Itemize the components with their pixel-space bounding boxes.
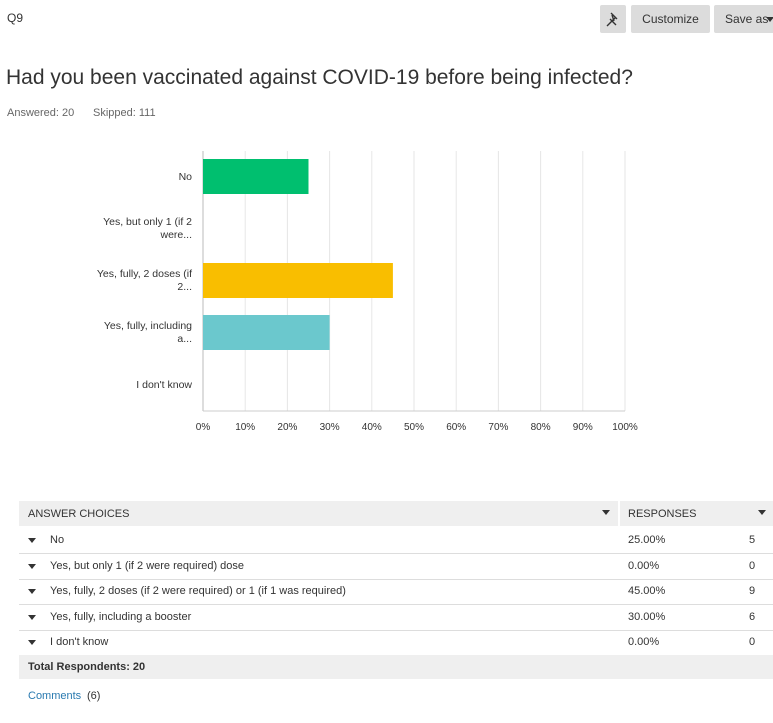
- response-percent: 0.00%: [628, 636, 660, 649]
- pin-icon: [606, 12, 618, 27]
- table-row: Yes, but only 1 (if 2 were required) dos…: [19, 553, 773, 580]
- bar: [203, 159, 309, 194]
- x-tick-label: 50%: [404, 422, 424, 433]
- y-tick-label: Yes, but only 1 (if 2 were...: [103, 216, 192, 241]
- total-row: [19, 655, 773, 679]
- table-row: I don't know 0.00% 0: [19, 629, 773, 657]
- answer-choice: Yes, but only 1 (if 2 were required) dos…: [50, 559, 245, 572]
- x-tick-label: 70%: [488, 422, 508, 433]
- x-tick-label: 100%: [612, 422, 638, 433]
- table-row: Yes, fully, 2 doses (if 2 were required)…: [19, 578, 773, 606]
- bar: [203, 263, 393, 298]
- question-id: Q9: [7, 11, 24, 25]
- sort-caret[interactable]: [602, 510, 610, 515]
- comments-count: (6): [87, 690, 101, 702]
- y-tick-label: Yes, fully, 2 doses (if 2...: [96, 268, 192, 293]
- table-row: Yes, fully, including a booster 30.00% 6: [19, 604, 773, 631]
- row-caret[interactable]: [28, 614, 36, 620]
- y-tick-label: No: [178, 170, 192, 183]
- skipped: Skipped: 111: [93, 107, 156, 119]
- response-count: 0: [749, 559, 756, 572]
- x-tick-label: 60%: [446, 422, 466, 433]
- table-header-choices: [19, 501, 618, 526]
- answer-choice: No: [50, 534, 65, 546]
- comments-link[interactable]: Comments: [28, 690, 82, 702]
- x-tick-label: 0%: [196, 422, 211, 433]
- response-count: 5: [749, 534, 756, 546]
- row-caret[interactable]: [28, 563, 36, 569]
- customize-button[interactable]: Customize: [631, 5, 710, 33]
- response-percent: 30.00%: [628, 610, 666, 623]
- x-tick-label: 10%: [235, 422, 255, 433]
- x-tick-label: 80%: [531, 422, 551, 433]
- x-tick-label: 90%: [573, 422, 593, 433]
- bar: [203, 315, 330, 350]
- table-row: No 25.00% 5: [19, 527, 773, 554]
- response-count: 6: [749, 610, 756, 623]
- answer-choice: Yes, fully, 2 doses (if 2 were required)…: [50, 585, 346, 598]
- response-percent: 45.00%: [628, 585, 666, 598]
- x-tick-label: 20%: [277, 422, 297, 433]
- response-count: 0: [749, 636, 756, 649]
- response-percent: 25.00%: [628, 534, 666, 546]
- pin-button[interactable]: [600, 5, 626, 33]
- answered: Answered: 20: [7, 107, 75, 119]
- table-header-responses: [620, 501, 773, 526]
- x-tick-label: 30%: [320, 422, 340, 433]
- save-as-caret: [766, 17, 773, 22]
- y-tick-label: I don't know: [136, 378, 192, 391]
- response-percent: 0.00%: [628, 559, 660, 572]
- row-caret[interactable]: [28, 589, 36, 595]
- row-caret[interactable]: [28, 538, 36, 543]
- save-as-button[interactable]: Save as: [714, 5, 773, 33]
- answer-choice: I don't know: [50, 636, 109, 649]
- question-title: Had you been vaccinated against COVID-19…: [6, 66, 633, 89]
- answer-choice: Yes, fully, including a booster: [50, 610, 192, 623]
- header-label: ANSWER CHOICES: [28, 508, 130, 520]
- chart: 0% 10% 20% 30% 40% 50% 60% 70% 80% 90% 100%: [196, 151, 638, 433]
- sort-caret[interactable]: [758, 510, 766, 515]
- row-caret[interactable]: [28, 640, 36, 646]
- x-tick-label: 40%: [362, 422, 382, 433]
- total-respondents: Total Respondents: 20: [28, 661, 146, 673]
- header-label: RESPONSES: [628, 508, 697, 520]
- y-tick-label: Yes, fully, including a...: [103, 320, 192, 345]
- response-count: 9: [749, 585, 756, 598]
